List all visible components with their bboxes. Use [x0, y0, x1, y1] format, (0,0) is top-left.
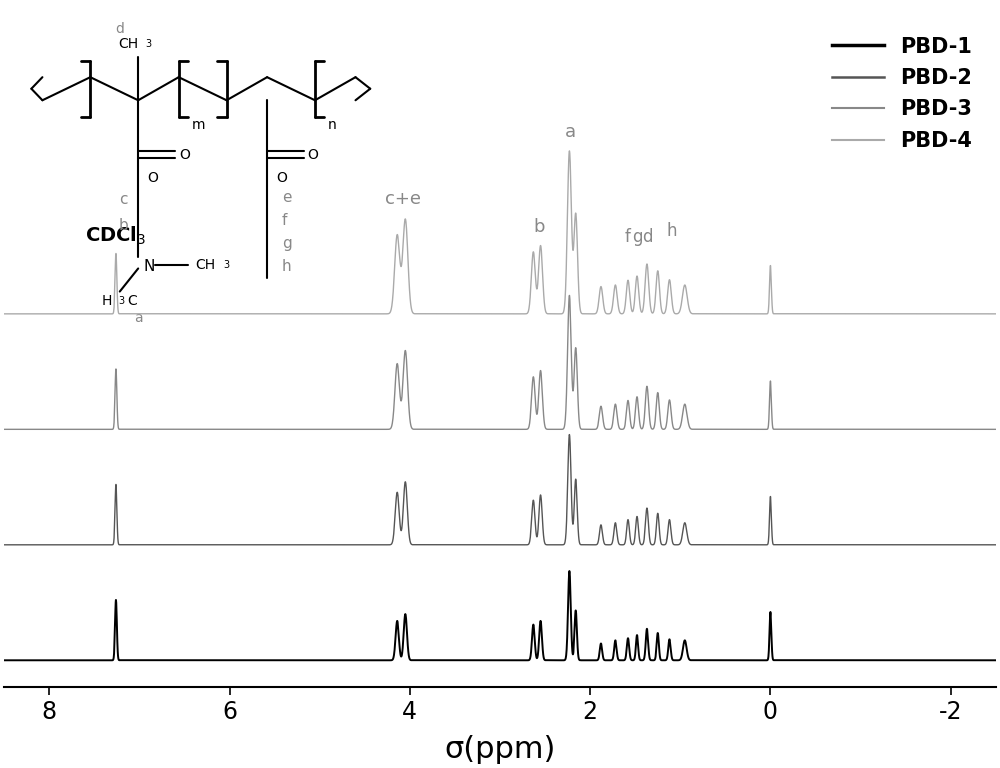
Legend: PBD-1, PBD-2, PBD-3, PBD-4: PBD-1, PBD-2, PBD-3, PBD-4 [823, 28, 980, 159]
Text: b: b [533, 218, 545, 236]
Text: c+e: c+e [385, 190, 421, 208]
Text: f: f [625, 227, 631, 246]
Text: h: h [666, 223, 677, 240]
Text: CDCl$_3$: CDCl$_3$ [85, 225, 147, 247]
Text: a: a [565, 124, 576, 141]
Text: g: g [632, 227, 642, 246]
Text: d: d [642, 227, 652, 246]
X-axis label: σ(ppm): σ(ppm) [444, 735, 556, 764]
